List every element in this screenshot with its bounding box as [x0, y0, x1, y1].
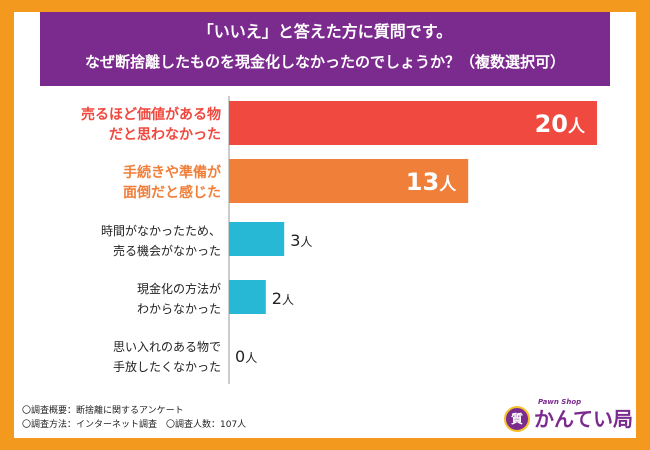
bar	[229, 101, 597, 145]
chart-header: 「いいえ」と答えた方に質問です。 なぜ断捨離したものを現金化しなかったのでしょう…	[40, 12, 610, 86]
bar	[229, 222, 285, 256]
data-label: 20人	[535, 110, 586, 138]
data-label: 13人	[406, 168, 457, 196]
category-label: 手放したくなかった	[113, 359, 221, 374]
bar	[229, 280, 266, 314]
category-label: わからなかった	[137, 302, 221, 316]
category-label: だと思わなかった	[109, 127, 221, 143]
bar	[229, 159, 469, 203]
header-line-2: なぜ断捨離したものを現金化しなかったのでしょうか？（複数選択可）	[84, 53, 565, 71]
survey-method: 〇調査方法：インターネット調査 〇調査人数：107人	[22, 420, 247, 430]
logo-tagline: Pawn Shop	[538, 398, 582, 406]
category-label: 面倒だと感じた	[123, 184, 221, 201]
category-label: 思い入れのある物で	[113, 340, 221, 354]
survey-summary: 〇調査概要：断捨離に関するアンケート	[22, 406, 184, 416]
header-line-1: 「いいえ」と答えた方に質問です。	[197, 22, 453, 41]
survey-footer: 〇調査概要：断捨離に関するアンケート 〇調査方法：インターネット調査 〇調査人数…	[22, 404, 246, 432]
chart-panel: 「いいえ」と答えた方に質問です。 なぜ断捨離したものを現金化しなかったのでしょう…	[14, 12, 636, 438]
data-label: 0人	[235, 347, 257, 366]
category-label: 時間がなかったため、	[101, 223, 221, 238]
category-label: 手続きや準備が	[123, 164, 222, 181]
category-label: 売る機会がなかった	[113, 243, 221, 258]
data-label: 2人	[272, 289, 294, 308]
category-label: 現金化の方法が	[137, 281, 221, 296]
data-label: 3人	[290, 231, 312, 250]
pawn-mark-icon: 質	[504, 406, 530, 432]
logo-brand-name: かんてい局	[534, 407, 633, 431]
brand-logo: 質 Pawn Shop かんてい局	[502, 398, 633, 434]
category-label: 売るほど価値がある物	[81, 106, 221, 123]
